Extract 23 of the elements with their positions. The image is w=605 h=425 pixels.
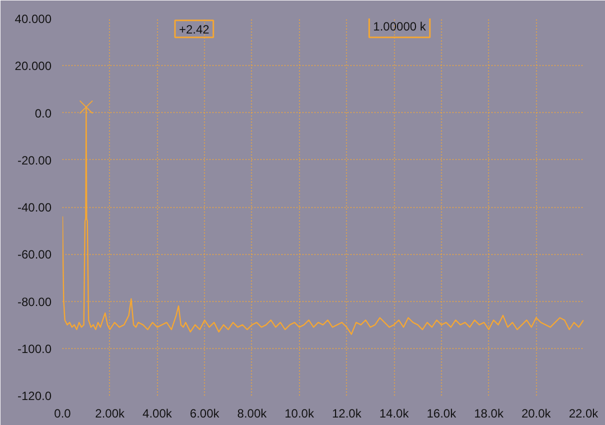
x-tick-label: 10.0k xyxy=(284,406,315,420)
y-tick-label: -60.00 xyxy=(17,248,52,262)
x-tick-label: 0.0 xyxy=(54,406,72,420)
y-tick-label: -40.00 xyxy=(17,200,52,214)
x-tick-label: 16.0k xyxy=(426,406,458,420)
annotation: 1.00000 k xyxy=(373,19,427,34)
y-tick-label: 20.000 xyxy=(14,59,52,74)
x-tick-label: 18.0k xyxy=(474,406,504,420)
y-tick-label: -100.0 xyxy=(17,342,52,356)
y-tick-label: 40.000 xyxy=(14,12,52,26)
x-tick-label: 4.00k xyxy=(142,406,173,420)
x-tick-label: 20.0k xyxy=(521,406,552,420)
x-tick-label: 2.00k xyxy=(95,406,126,420)
x-tick-label: 8.00k xyxy=(237,406,268,420)
y-tick-label: -120.0 xyxy=(17,389,52,403)
x-tick-label: 6.00k xyxy=(190,406,220,420)
y-tick-label: 0.0 xyxy=(34,106,52,120)
x-tick-label: 12.0k xyxy=(332,406,362,420)
y-tick-label: -80.00 xyxy=(17,294,52,309)
annotation: +2.42 xyxy=(178,22,210,36)
x-tick-label: 14.0k xyxy=(379,406,410,420)
x-tick-label: 22.0k xyxy=(568,406,600,420)
y-tick-label: -20.00 xyxy=(17,153,52,168)
